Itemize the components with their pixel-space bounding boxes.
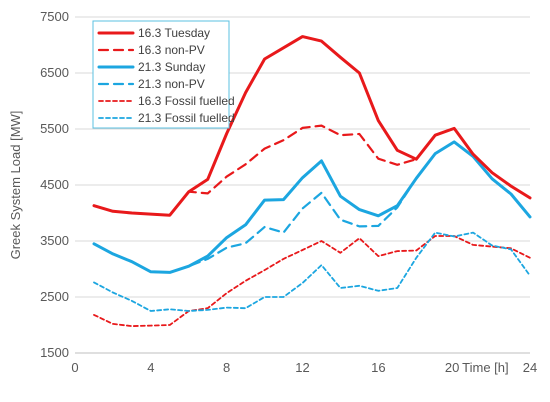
series-line bbox=[92, 140, 532, 274]
y-tick-labels: 1500 2500 3500 4500 5500 6500 7500 bbox=[40, 9, 69, 360]
y-axis-title: Greek System Load [MW] bbox=[8, 111, 23, 260]
x-tick-label: 4 bbox=[147, 360, 154, 375]
y-tick-label: 2500 bbox=[40, 289, 69, 304]
x-tick-label: 24 bbox=[523, 360, 537, 375]
x-tick-label: 20 bbox=[445, 360, 459, 375]
legend-label: 21.3 Sunday bbox=[138, 60, 205, 74]
legend-label: 21.3 non-PV bbox=[138, 77, 205, 91]
y-tick-label: 5500 bbox=[40, 121, 69, 136]
series-line bbox=[93, 231, 531, 312]
y-tick-label: 1500 bbox=[40, 345, 69, 360]
legend-box bbox=[92, 20, 230, 129]
legend-label: 21.3 Fossil fuelled bbox=[138, 111, 235, 125]
legend-label: 16.3 non-PV bbox=[138, 43, 205, 57]
x-tick-label: 16 bbox=[371, 360, 385, 375]
series-line bbox=[93, 235, 531, 328]
x-tick-label: 12 bbox=[295, 360, 309, 375]
series-line bbox=[92, 35, 532, 217]
legend: 16.3 Tuesday 16.3 non-PV 21.3 Sunday 21.3 n… bbox=[92, 20, 235, 129]
y-tick-label: 7500 bbox=[40, 9, 69, 24]
legend-label: 16.3 Fossil fuelled bbox=[138, 94, 235, 108]
legend-label: 16.3 Tuesday bbox=[138, 26, 210, 40]
x-tick-label: 8 bbox=[223, 360, 230, 375]
series-line bbox=[92, 140, 532, 274]
y-tick-label: 3500 bbox=[40, 233, 69, 248]
y-tick-label: 4500 bbox=[40, 177, 69, 192]
series-lines bbox=[92, 35, 532, 328]
x-axis-title: Time [h] bbox=[462, 360, 508, 375]
x-tick-label: 0 bbox=[71, 360, 78, 375]
y-tick-label: 6500 bbox=[40, 65, 69, 80]
x-tick-labels: 0 4 8 12 16 20 24 bbox=[71, 360, 537, 375]
